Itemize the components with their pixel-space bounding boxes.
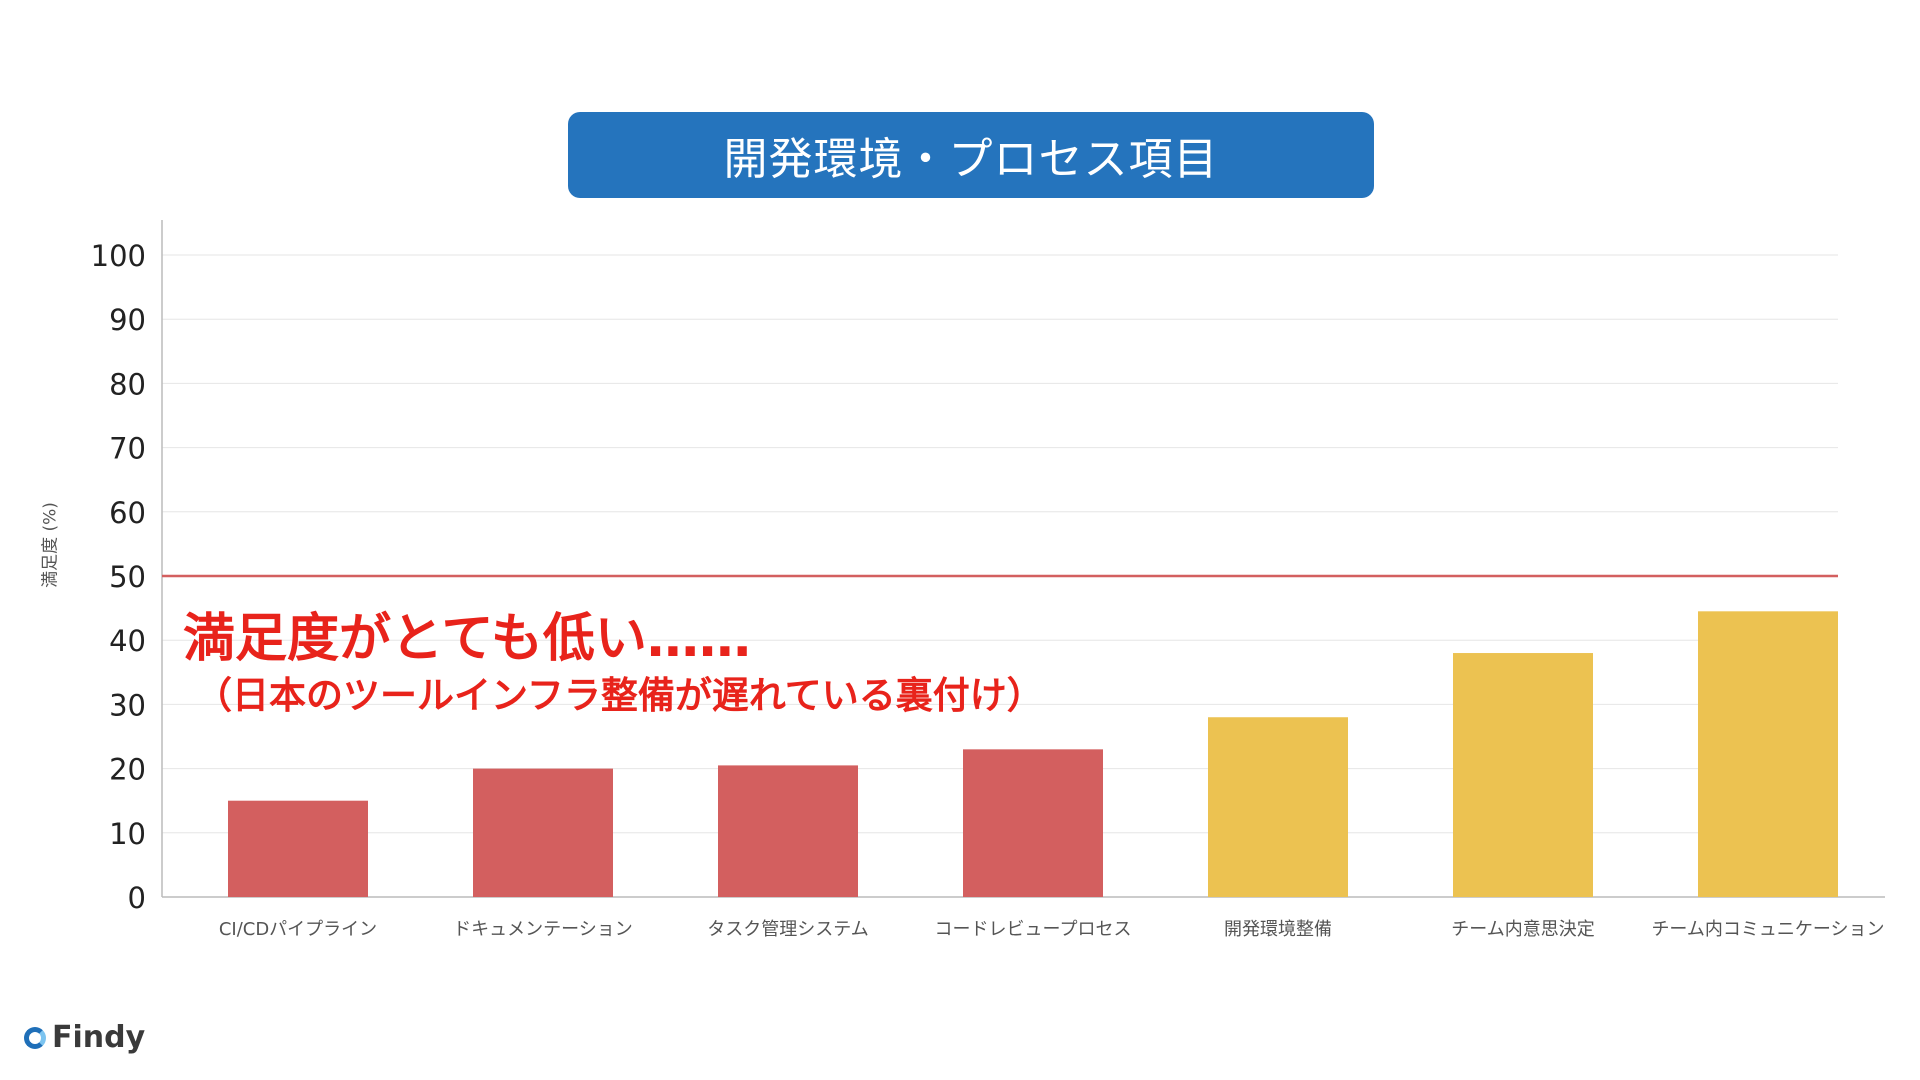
bar xyxy=(228,800,368,897)
bar xyxy=(718,765,858,897)
y-tick-label: 100 xyxy=(91,239,146,273)
y-tick-label: 10 xyxy=(109,817,146,851)
y-tick-label: 80 xyxy=(109,367,146,401)
y-tick-label: 50 xyxy=(109,560,146,594)
findy-logo-icon xyxy=(24,1026,46,1049)
bar xyxy=(1208,717,1348,897)
x-tick-label: チーム内意思決定 xyxy=(1451,919,1594,940)
findy-logo-text: Findy xyxy=(52,1020,146,1055)
bar xyxy=(1698,611,1838,897)
x-tick-label: CI/CDパイプライン xyxy=(219,919,377,940)
bar xyxy=(963,749,1103,897)
y-tick-label: 40 xyxy=(109,624,146,658)
chart-title: 開発環境・プロセス項目 xyxy=(723,134,1219,185)
x-tick-label: タスク管理システム xyxy=(707,919,868,940)
x-tick-label: 開発環境整備 xyxy=(1224,919,1332,940)
y-tick-label: 30 xyxy=(109,688,146,722)
x-tick-label: ドキュメンテーション xyxy=(453,919,633,940)
bar xyxy=(473,768,613,897)
chart-title-banner: 開発環境・プロセス項目 xyxy=(568,112,1374,198)
y-tick-label: 60 xyxy=(109,496,146,530)
findy-logo: Findy xyxy=(24,1020,145,1055)
x-tick-label: コードレビュープロセス xyxy=(935,919,1132,940)
annotation-sub: （日本のツールインフラ整備が遅れている裏付け） xyxy=(195,674,1044,717)
bar xyxy=(1453,653,1593,897)
y-tick-label: 70 xyxy=(109,432,146,466)
y-tick-label: 90 xyxy=(109,303,146,337)
annotation-main: 満足度がとても低い…… xyxy=(183,609,751,669)
y-tick-label: 20 xyxy=(109,753,146,787)
x-tick-label: チーム内コミュニケーション xyxy=(1651,919,1884,940)
y-tick-label: 0 xyxy=(128,881,146,915)
